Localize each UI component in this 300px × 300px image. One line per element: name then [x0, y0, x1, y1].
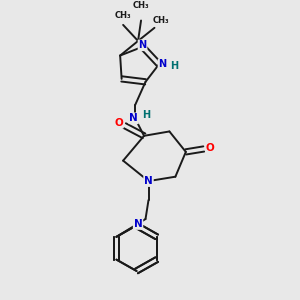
Text: CH₃: CH₃	[133, 1, 149, 10]
Text: N: N	[139, 40, 147, 50]
Text: N: N	[144, 176, 153, 186]
Text: O: O	[206, 142, 215, 152]
Text: O: O	[114, 118, 123, 128]
Text: N: N	[129, 113, 138, 123]
Text: CH₃: CH₃	[152, 16, 169, 25]
Text: N: N	[134, 219, 142, 229]
Text: CH₃: CH₃	[115, 11, 131, 20]
Text: H: H	[170, 61, 178, 71]
Text: N: N	[158, 59, 166, 69]
Text: H: H	[142, 110, 151, 120]
